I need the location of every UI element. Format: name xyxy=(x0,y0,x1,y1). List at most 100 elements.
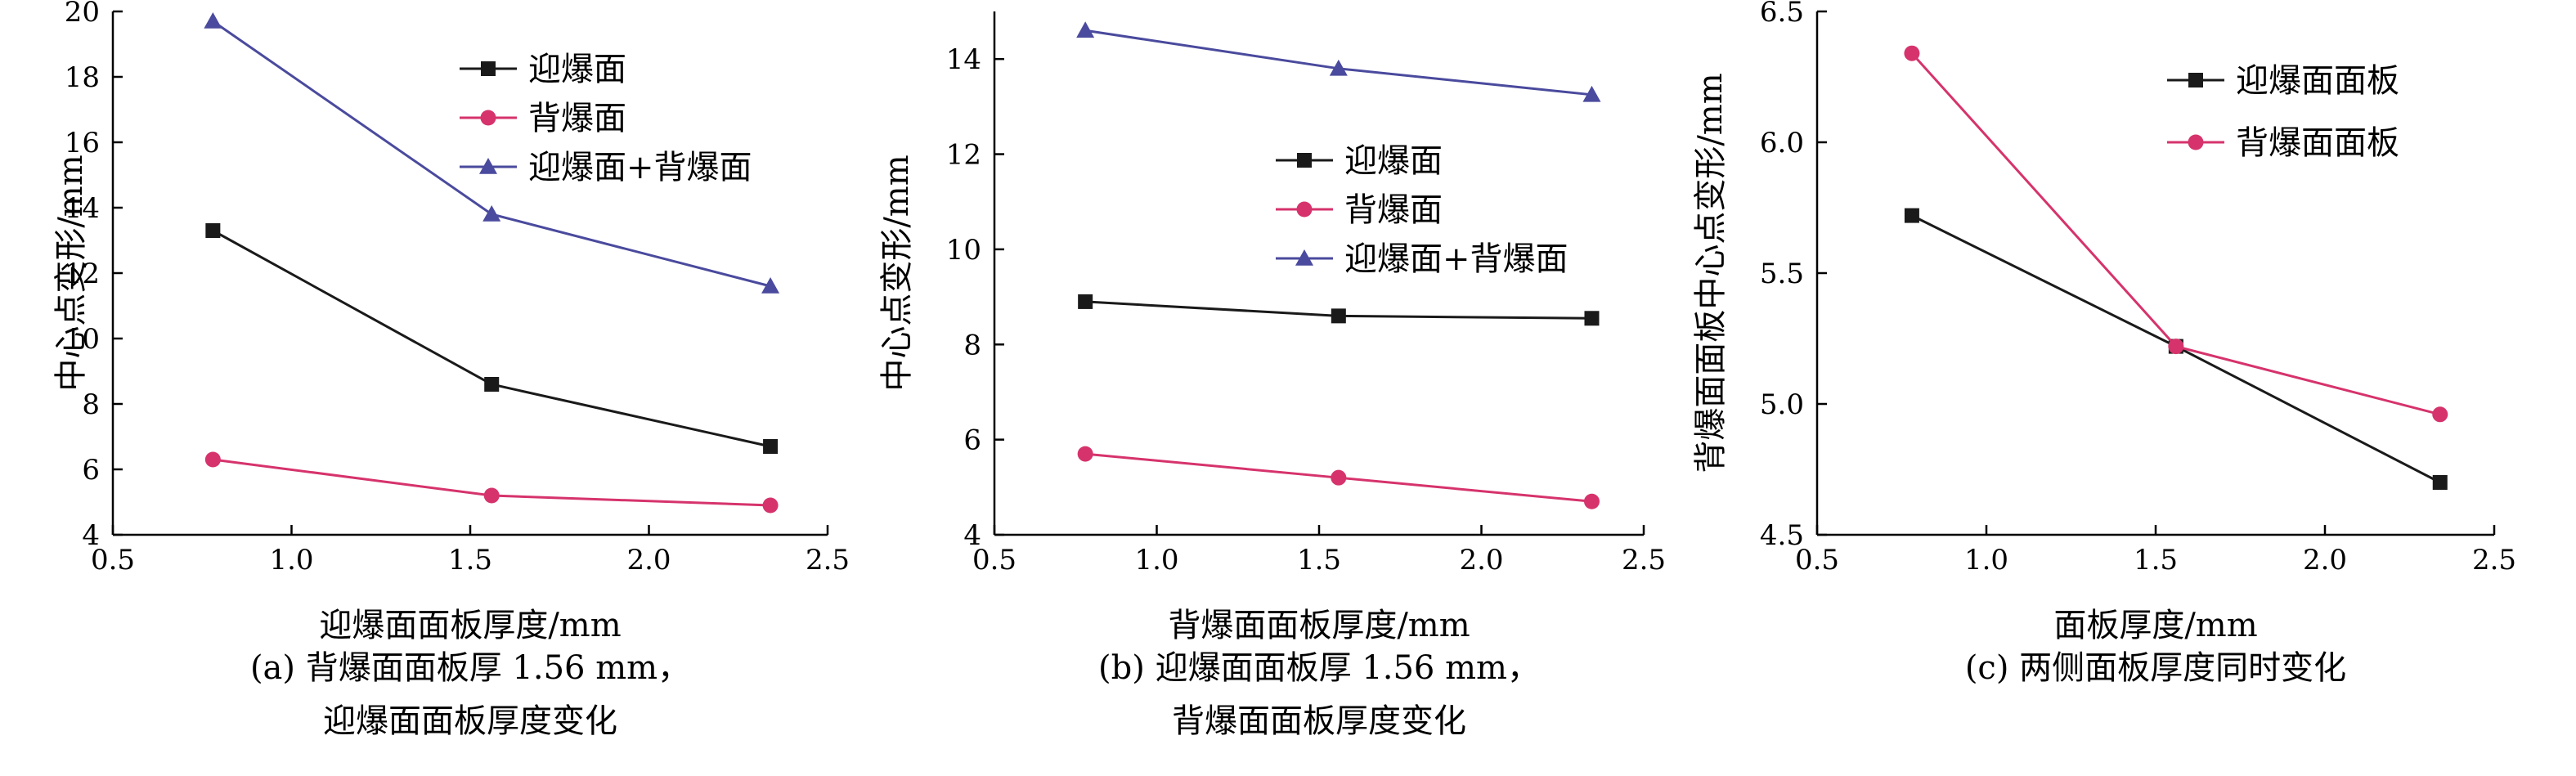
y-axis-title: 中心点变形/mm xyxy=(878,155,916,391)
legend-marker xyxy=(2188,134,2204,150)
y-tick-label: 6.5 xyxy=(1760,0,1804,29)
x-tick-label: 1.0 xyxy=(1134,544,1178,576)
data-point xyxy=(483,487,500,504)
y-axis-title: 背爆面面板中心点变形/mm xyxy=(1692,73,1730,473)
y-tick-label: 12 xyxy=(65,258,100,290)
legend-label: 背爆面面板 xyxy=(2236,124,2399,162)
data-point xyxy=(761,277,780,294)
x-tick-label: 0.5 xyxy=(91,544,135,576)
y-tick-label: 10 xyxy=(65,323,100,356)
x-tick-label: 1.5 xyxy=(448,544,492,576)
data-point xyxy=(1331,308,1346,324)
panel-caption: 迎爆面面板厚度变化 xyxy=(323,702,617,740)
x-tick-label: 2.5 xyxy=(2472,544,2516,576)
y-tick-label: 6.0 xyxy=(1760,127,1804,159)
data-point xyxy=(2168,339,2184,355)
legend-label: 迎爆面+背爆面 xyxy=(1344,240,1568,278)
chart-panel-3: 0.5 1.0 1.5 2.0 2.5 4.5 5.0 5.5 6.0 6.5 面板厚度/mm 背爆面… xyxy=(1692,0,2516,687)
legend-marker xyxy=(1295,249,1313,266)
y-tick-label: 4 xyxy=(82,519,100,552)
x-tick-label: 0.5 xyxy=(1795,544,1839,576)
x-tick-label: 2.0 xyxy=(626,544,671,576)
data-point xyxy=(763,439,779,454)
y-tick-label: 4.5 xyxy=(1760,519,1804,552)
x-axis-title: 面板厚度/mm xyxy=(2053,607,2257,644)
y-tick-label: 5.0 xyxy=(1760,388,1804,421)
series-1 xyxy=(1078,294,1600,326)
x-tick-label: 0.5 xyxy=(972,544,1016,576)
data-point xyxy=(1904,208,1919,223)
series-2 xyxy=(1904,45,2448,423)
data-point xyxy=(204,12,222,29)
data-point xyxy=(2432,475,2448,490)
legend-marker xyxy=(2188,73,2203,87)
chart-panel-1: 0.5 1.0 1.5 2.0 2.5 4 6 8 10 12 14 16 18 20 迎爆面面板厚度/mm… xyxy=(52,0,850,740)
data-point xyxy=(1076,21,1095,38)
y-tick-label: 8 xyxy=(963,329,981,361)
data-point xyxy=(482,205,501,222)
legend-label: 背爆面 xyxy=(528,100,626,137)
y-tick-label: 6 xyxy=(963,424,981,457)
data-point xyxy=(2432,406,2448,423)
legend-label: 迎爆面 xyxy=(528,51,626,88)
series-2 xyxy=(1077,446,1600,509)
x-tick-label: 1.5 xyxy=(2134,544,2178,576)
legend-marker xyxy=(479,158,497,174)
x-tick-label: 2.0 xyxy=(1459,544,1503,576)
chart-panel-2: 0.5 1.0 1.5 2.0 2.5 4 6 8 10 12 14 背爆面面板厚度/mm 中心点变形/… xyxy=(878,11,1666,740)
y-tick-label: 5.5 xyxy=(1760,258,1804,290)
legend-label: 迎爆面+背爆面 xyxy=(528,149,752,186)
data-point xyxy=(1584,311,1600,326)
data-point xyxy=(205,223,221,238)
x-tick-label: 2.0 xyxy=(2303,544,2347,576)
legend-marker xyxy=(480,110,496,126)
panel-caption: (c) 两侧面板厚度同时变化 xyxy=(1965,649,2346,687)
x-axis-title: 迎爆面面板厚度/mm xyxy=(319,607,621,644)
data-point xyxy=(762,497,779,514)
series-1 xyxy=(205,223,779,454)
y-tick-label: 12 xyxy=(946,139,981,172)
x-axis-title: 背爆面面板厚度/mm xyxy=(1168,607,1470,644)
y-tick-label: 18 xyxy=(65,61,100,94)
x-tick-label: 2.5 xyxy=(806,544,850,576)
data-point xyxy=(1329,59,1348,76)
legend-marker xyxy=(1296,201,1313,218)
panel-caption: (a) 背爆面面板厚 1.56 mm， xyxy=(250,649,690,687)
panel-caption: (b) 迎爆面面板厚 1.56 mm， xyxy=(1098,649,1540,687)
y-tick-label: 20 xyxy=(65,0,100,29)
y-axis-title: 中心点变形/mm xyxy=(52,155,90,391)
panel-caption: 背爆面面板厚度变化 xyxy=(1172,702,1466,740)
x-tick-label: 1.5 xyxy=(1297,544,1341,576)
data-point xyxy=(1583,493,1600,509)
data-point xyxy=(1077,446,1093,462)
data-point xyxy=(1582,85,1601,102)
y-tick-label: 6 xyxy=(82,454,100,487)
series-3 xyxy=(1076,21,1601,102)
x-tick-label: 2.5 xyxy=(1622,544,1666,576)
series-line xyxy=(212,229,771,448)
data-point xyxy=(1331,469,1347,486)
legend-label: 背爆面 xyxy=(1344,191,1443,229)
legend-marker xyxy=(1297,153,1312,168)
y-tick-label: 4 xyxy=(963,519,981,552)
y-tick-label: 16 xyxy=(65,127,100,159)
y-tick-label: 10 xyxy=(946,234,981,267)
y-tick-label: 14 xyxy=(946,43,981,76)
series-3 xyxy=(204,12,780,294)
x-tick-label: 1.0 xyxy=(269,544,313,576)
data-point xyxy=(484,377,500,392)
legend-label: 迎爆面面板 xyxy=(2236,62,2399,100)
data-point xyxy=(1078,294,1093,309)
data-point xyxy=(204,451,221,468)
series-line xyxy=(1910,52,2441,416)
data-point xyxy=(1904,45,1920,61)
y-tick-label: 14 xyxy=(65,192,100,225)
y-tick-label: 8 xyxy=(82,388,100,421)
series-2 xyxy=(204,451,779,514)
x-tick-label: 1.0 xyxy=(1964,544,2008,576)
legend-label: 迎爆面 xyxy=(1344,142,1443,180)
